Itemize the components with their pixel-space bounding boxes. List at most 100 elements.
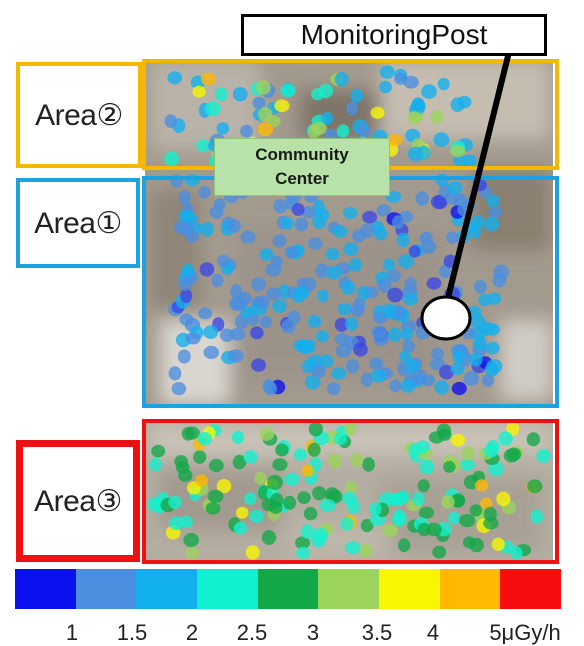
measurement-point <box>291 287 306 303</box>
measurement-point <box>362 210 378 224</box>
measurement-point <box>393 509 406 524</box>
measurement-point <box>452 350 465 364</box>
measurement-point <box>204 101 221 117</box>
measurement-point <box>334 72 349 87</box>
measurement-point <box>430 110 444 124</box>
measurement-point <box>240 230 256 244</box>
measurement-point <box>193 450 207 464</box>
measurement-point <box>450 145 466 158</box>
measurement-point <box>350 88 364 103</box>
measurement-point <box>483 444 499 458</box>
monitoring-post-marker <box>420 295 472 341</box>
measurement-point <box>399 350 412 363</box>
measurement-point <box>266 287 281 301</box>
measurement-point <box>396 232 410 248</box>
measurement-point <box>258 107 273 122</box>
measurement-point <box>344 541 361 555</box>
measurement-point <box>387 269 401 283</box>
measurement-point <box>310 533 327 548</box>
measurement-point <box>411 369 427 385</box>
measurement-point <box>346 101 359 116</box>
measurement-point <box>382 524 399 538</box>
measurement-point <box>392 215 405 230</box>
measurement-point <box>180 288 193 304</box>
measurement-point <box>259 427 275 441</box>
measurement-point <box>433 132 450 148</box>
measurement-point <box>321 111 334 126</box>
measurement-point <box>402 292 419 306</box>
measurement-point <box>415 191 430 206</box>
measurement-point <box>357 123 371 138</box>
measurement-point <box>192 85 206 98</box>
community-center-line1: Community <box>255 145 349 164</box>
measurement-point <box>403 75 419 89</box>
measurement-point <box>510 546 523 560</box>
measurement-point <box>481 374 495 387</box>
measurement-point <box>485 341 500 355</box>
measurement-point <box>295 536 310 550</box>
measurement-point <box>389 379 402 393</box>
measurement-point <box>312 214 327 229</box>
measurement-point <box>387 134 403 146</box>
measurement-point <box>388 327 402 342</box>
measurement-point <box>296 546 311 560</box>
measurement-point <box>459 514 476 528</box>
measurement-point <box>326 382 341 396</box>
measurement-point <box>478 321 494 336</box>
measurement-point <box>213 198 226 212</box>
measurement-point <box>352 229 366 243</box>
measurement-point <box>340 517 354 531</box>
measurement-point <box>408 443 422 457</box>
area-3-label: Area③ <box>16 440 140 562</box>
measurement-point <box>332 225 348 238</box>
measurement-point <box>303 507 318 521</box>
measurement-point <box>178 190 191 205</box>
measurement-point <box>418 506 435 519</box>
measurement-point <box>483 216 500 232</box>
measurement-point <box>402 339 415 353</box>
measurement-point <box>254 471 267 485</box>
measurement-point <box>196 139 211 153</box>
measurement-point <box>262 379 276 394</box>
scale-tick-label: 1.5 <box>116 620 148 645</box>
measurement-point <box>536 448 551 464</box>
measurement-points-lower <box>147 421 551 560</box>
measurement-point <box>307 123 321 139</box>
measurement-point <box>400 328 413 341</box>
monitoring-post-pointer <box>443 53 511 309</box>
measurement-point <box>300 524 315 539</box>
measurement-point <box>461 446 475 461</box>
measurement-point <box>231 296 247 311</box>
measurement-point <box>412 492 425 506</box>
measurement-point <box>272 299 287 313</box>
measurement-point <box>506 447 522 462</box>
measurement-point <box>331 367 347 380</box>
measurement-point <box>377 279 392 293</box>
measurement-point <box>382 258 396 272</box>
measurement-point <box>371 325 387 338</box>
measurement-point <box>426 277 442 290</box>
measurement-point <box>203 345 220 359</box>
scale-segment <box>75 569 137 609</box>
measurement-point <box>248 509 265 523</box>
measurement-point <box>433 194 448 210</box>
scale-segment <box>379 569 440 609</box>
measurement-point <box>315 263 330 278</box>
measurement-point <box>491 537 505 551</box>
measurement-point <box>447 181 463 195</box>
measurement-point <box>346 359 359 374</box>
measurement-point <box>171 382 187 396</box>
measurement-point <box>244 492 257 505</box>
measurement-point <box>527 479 543 494</box>
scale-tick-label: 2.5 <box>236 620 268 645</box>
measurement-point <box>357 285 370 301</box>
measurement-point <box>200 221 215 237</box>
measurement-point <box>425 522 442 537</box>
measurement-point <box>274 99 290 113</box>
measurement-point <box>312 199 325 215</box>
measurement-points-upper <box>164 65 509 396</box>
measurement-point <box>273 199 288 214</box>
measurement-point <box>436 423 452 438</box>
measurement-point <box>318 354 334 369</box>
measurement-point <box>304 375 321 390</box>
